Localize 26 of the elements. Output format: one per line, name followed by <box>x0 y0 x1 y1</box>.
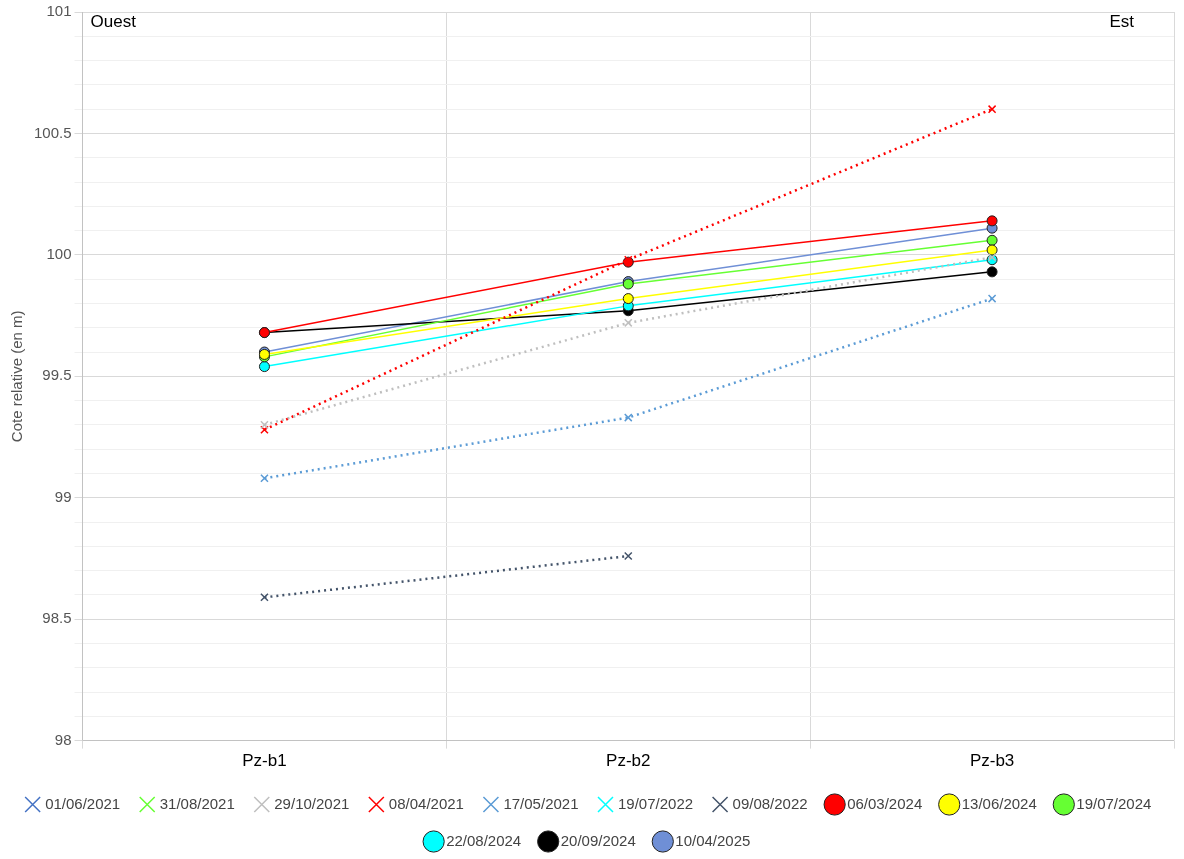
legend-label: 19/07/2022 <box>618 794 694 812</box>
x-tick-label: Pz-b3 <box>969 751 1015 771</box>
y-tick-label: 98.5 <box>42 609 72 627</box>
y-tick-label: 99 <box>54 487 72 505</box>
legend-label: 13/06/2024 <box>961 794 1037 812</box>
x-tick-label: Pz-b2 <box>606 751 651 771</box>
legend-label: 29/10/2021 <box>274 794 350 812</box>
y-tick-label: 101 <box>46 2 72 20</box>
legend-label: 17/05/2021 <box>503 794 579 812</box>
legend-label: 06/03/2024 <box>847 794 923 812</box>
y-tick-label: 100 <box>46 245 72 263</box>
legend-label: 09/08/2022 <box>732 794 808 812</box>
legend-label: 31/08/2021 <box>159 794 235 812</box>
legend-label: 01/06/2021 <box>45 794 121 812</box>
legend-label: 08/04/2021 <box>388 794 464 812</box>
y-tick-label: 99.5 <box>42 366 72 384</box>
y-axis-title: Cote relative (en m) <box>8 310 26 443</box>
legend-label: 10/04/2025 <box>675 831 751 849</box>
legend-label: 20/09/2024 <box>560 831 636 849</box>
x-tick-label: Pz-b1 <box>242 751 287 771</box>
legend-label: 19/07/2024 <box>1076 794 1152 812</box>
legend-label: 22/08/2024 <box>446 831 522 849</box>
y-tick-label: 98 <box>54 730 72 748</box>
annotation: Est <box>1109 12 1135 32</box>
annotation: Ouest <box>90 12 137 32</box>
y-tick-label: 100.5 <box>33 123 72 141</box>
